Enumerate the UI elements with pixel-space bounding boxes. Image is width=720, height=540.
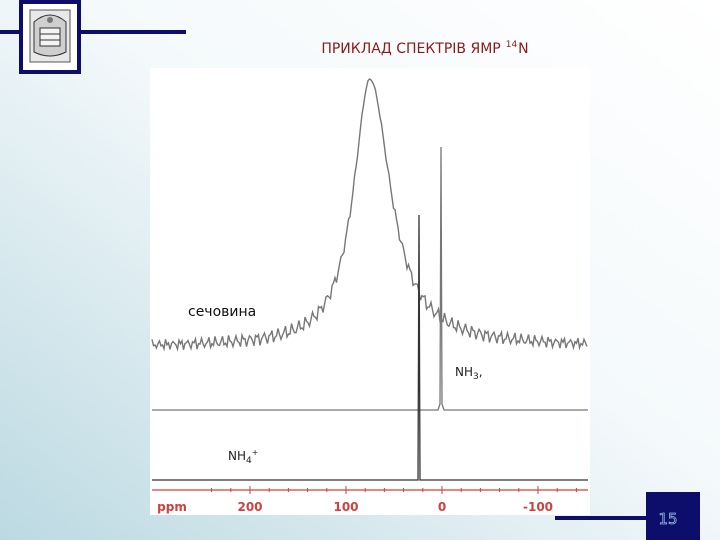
axis-tick-label: -100 (523, 500, 553, 514)
title-superscript: 14 (506, 40, 518, 50)
axis-unit: ppm (157, 500, 187, 514)
nh3-text: NH (455, 365, 473, 379)
nh4-text: NH (228, 449, 246, 463)
nh4-superscript: + (252, 448, 259, 457)
nh4-spectrum (152, 214, 588, 481)
logo (19, 0, 81, 74)
nh3-label: NH3, (455, 365, 483, 382)
nh4-label: NH4+ (228, 448, 258, 466)
page-number: 15 (658, 510, 677, 528)
urea-label: сечовина (188, 304, 256, 320)
title-text: ПРИКЛАД СПЕКТРІВ ЯМР (321, 41, 500, 57)
axis-tick-label: 100 (333, 500, 358, 514)
nh3-suffix: , (479, 365, 483, 379)
page-number-box (646, 492, 700, 540)
slide-title: ПРИКЛАД СПЕКТРІВ ЯМР 14N (321, 40, 528, 57)
nh4-subscript: 4 (246, 456, 252, 466)
spectrum-panel (150, 68, 590, 515)
ppm-axis-ticks (211, 486, 577, 494)
axis-tick-label: 0 (438, 500, 446, 514)
title-nucleus: N (518, 41, 528, 57)
nh3-spectrum (152, 146, 588, 411)
axis-tick-label: 200 (237, 500, 262, 514)
nh3-subscript: 3 (473, 372, 479, 382)
urea-spectrum (151, 78, 588, 352)
